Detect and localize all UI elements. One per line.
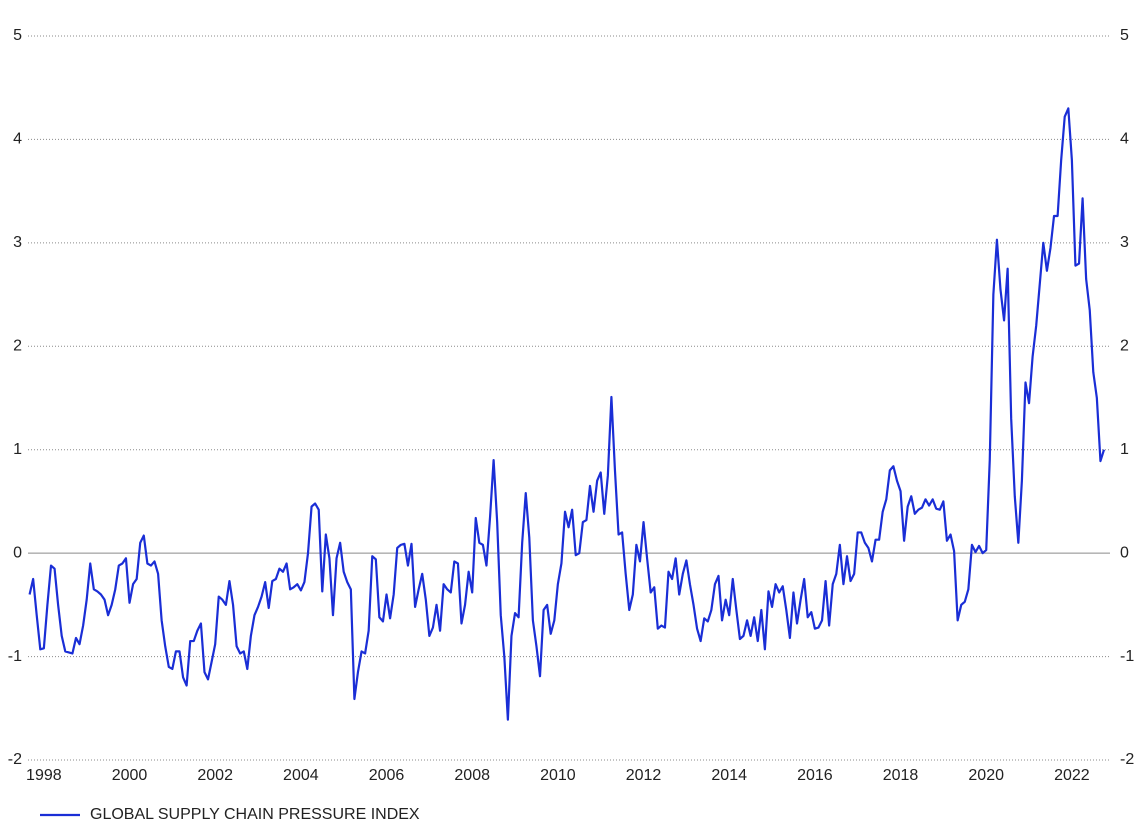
y-tick-label: 5 xyxy=(13,27,22,44)
x-tick-label: 2002 xyxy=(197,767,233,784)
y-tick-label: 0 xyxy=(13,544,22,561)
x-tick-label: 2012 xyxy=(626,767,662,784)
x-tick-label: 1998 xyxy=(26,767,62,784)
y-tick-label-right: 5 xyxy=(1120,27,1129,44)
x-tick-label: 2004 xyxy=(283,767,319,784)
y-tick-label-right: 3 xyxy=(1120,234,1129,251)
x-tick-label: 2022 xyxy=(1054,767,1090,784)
y-tick-label-right: 4 xyxy=(1120,131,1129,148)
y-tick-label-right: 0 xyxy=(1120,544,1129,561)
y-tick-label: -1 xyxy=(8,648,22,665)
y-tick-label: 2 xyxy=(13,338,22,355)
x-tick-label: 2000 xyxy=(112,767,148,784)
x-tick-label: 2018 xyxy=(883,767,919,784)
x-tick-label: 2014 xyxy=(711,767,747,784)
y-tick-label-right: -1 xyxy=(1120,648,1134,665)
x-tick-label: 2016 xyxy=(797,767,833,784)
legend-label: GLOBAL SUPPLY CHAIN PRESSURE INDEX xyxy=(90,806,420,823)
series-line xyxy=(28,107,1106,721)
y-tick-label: 3 xyxy=(13,234,22,251)
y-tick-label-right: 1 xyxy=(1120,441,1129,458)
x-tick-label: 2010 xyxy=(540,767,576,784)
y-tick-label: 1 xyxy=(13,441,22,458)
y-tick-label-right: -2 xyxy=(1120,751,1134,768)
y-tick-label: 4 xyxy=(13,131,22,148)
x-tick-label: 2020 xyxy=(968,767,1004,784)
y-tick-label-right: 2 xyxy=(1120,338,1129,355)
x-tick-label: 2008 xyxy=(454,767,490,784)
y-tick-label: -2 xyxy=(8,751,22,768)
x-tick-label: 2006 xyxy=(369,767,405,784)
